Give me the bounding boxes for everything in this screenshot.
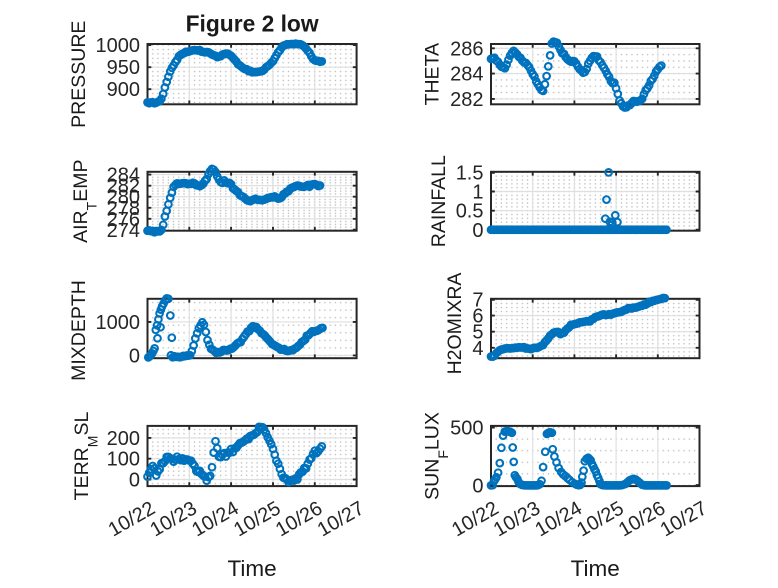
- svg-text:280: 280: [107, 187, 140, 209]
- svg-text:AIRTEMP: AIRTEMP: [70, 160, 100, 243]
- svg-text:0.5: 0.5: [456, 201, 484, 223]
- svg-text:500: 500: [450, 418, 483, 440]
- svg-text:PRESSURE: PRESSURE: [68, 21, 90, 128]
- svg-text:282: 282: [450, 89, 483, 111]
- svg-text:Time: Time: [228, 556, 277, 581]
- svg-text:274: 274: [107, 220, 140, 242]
- svg-text:SUNFLUX: SUNFLUX: [422, 412, 452, 500]
- svg-text:TERRMSL: TERRMSL: [71, 412, 101, 501]
- svg-text:1.5: 1.5: [456, 162, 484, 184]
- svg-text:284: 284: [450, 64, 483, 86]
- svg-text:282: 282: [107, 176, 140, 198]
- svg-text:276: 276: [107, 209, 140, 231]
- svg-text:1000: 1000: [96, 35, 141, 57]
- svg-text:100: 100: [107, 449, 140, 471]
- svg-text:278: 278: [107, 198, 140, 220]
- svg-text:MIXDEPTH: MIXDEPTH: [68, 280, 90, 381]
- svg-text:RAINFALL: RAINFALL: [428, 155, 450, 247]
- svg-text:6: 6: [472, 306, 483, 328]
- svg-text:0: 0: [129, 470, 140, 492]
- svg-text:950: 950: [107, 57, 140, 79]
- svg-text:THETA: THETA: [422, 43, 444, 105]
- svg-text:4: 4: [472, 338, 483, 360]
- svg-text:Time: Time: [571, 556, 620, 581]
- svg-text:0: 0: [472, 475, 483, 497]
- svg-text:284: 284: [107, 165, 140, 187]
- svg-text:7: 7: [472, 290, 483, 312]
- svg-text:286: 286: [450, 38, 483, 60]
- svg-text:5: 5: [472, 322, 483, 344]
- svg-text:H2OMIXRA: H2OMIXRA: [444, 273, 466, 375]
- svg-text:200: 200: [107, 428, 140, 450]
- svg-text:0: 0: [129, 345, 140, 367]
- svg-text:Figure 2 low: Figure 2 low: [186, 10, 319, 36]
- svg-text:1: 1: [472, 182, 483, 204]
- svg-text:0: 0: [472, 220, 483, 242]
- svg-text:1000: 1000: [96, 312, 141, 334]
- svg-text:900: 900: [107, 79, 140, 101]
